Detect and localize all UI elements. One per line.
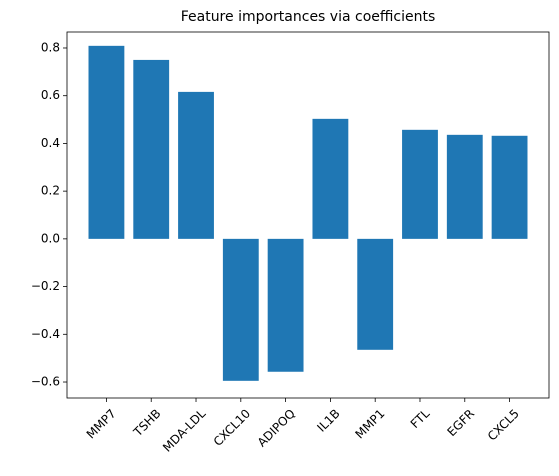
bar xyxy=(491,135,528,239)
bar xyxy=(446,134,483,239)
x-tick-label: CXCL10 xyxy=(211,406,253,448)
y-tick-label: −0.4 xyxy=(31,327,60,341)
y-tick-label: 0.6 xyxy=(41,88,60,102)
x-tick-label: FTL xyxy=(408,406,433,431)
plot-frame xyxy=(66,31,550,399)
bar xyxy=(222,238,259,381)
x-tick-label: TSHB xyxy=(130,406,163,439)
x-tick-label: ADIPOQ xyxy=(255,406,298,449)
chart-title: Feature importances via coefficients xyxy=(181,9,436,25)
y-tick-label: −0.2 xyxy=(31,279,60,293)
y-tick-label: −0.6 xyxy=(31,375,60,389)
x-tick-label: CXCL5 xyxy=(485,406,522,443)
x-tick-label: EGFR xyxy=(445,406,478,439)
y-tick-label: 0.2 xyxy=(41,184,60,198)
x-tick-label: IL1B xyxy=(314,406,342,434)
x-tick-label: MMP7 xyxy=(84,406,119,441)
y-tick-label: 0.0 xyxy=(41,231,60,245)
bar xyxy=(402,129,438,239)
bar xyxy=(133,59,170,239)
bar xyxy=(267,238,304,372)
y-tick-label: 0.4 xyxy=(41,136,60,150)
bar xyxy=(88,45,125,239)
x-tick-label: MDA-LDL xyxy=(160,406,208,454)
bar xyxy=(312,118,349,239)
bar xyxy=(178,91,214,239)
bar xyxy=(357,238,394,350)
x-tick-label: MMP1 xyxy=(352,406,387,441)
y-tick-label: 0.8 xyxy=(41,40,60,54)
